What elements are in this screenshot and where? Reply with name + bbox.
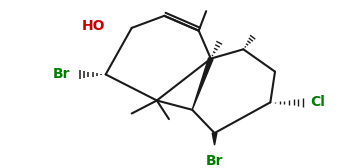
Polygon shape [212,133,217,145]
Text: Cl: Cl [310,95,325,109]
Text: Br: Br [53,67,70,81]
Text: Br: Br [206,154,223,167]
Polygon shape [192,58,213,110]
Text: HO: HO [82,19,106,33]
